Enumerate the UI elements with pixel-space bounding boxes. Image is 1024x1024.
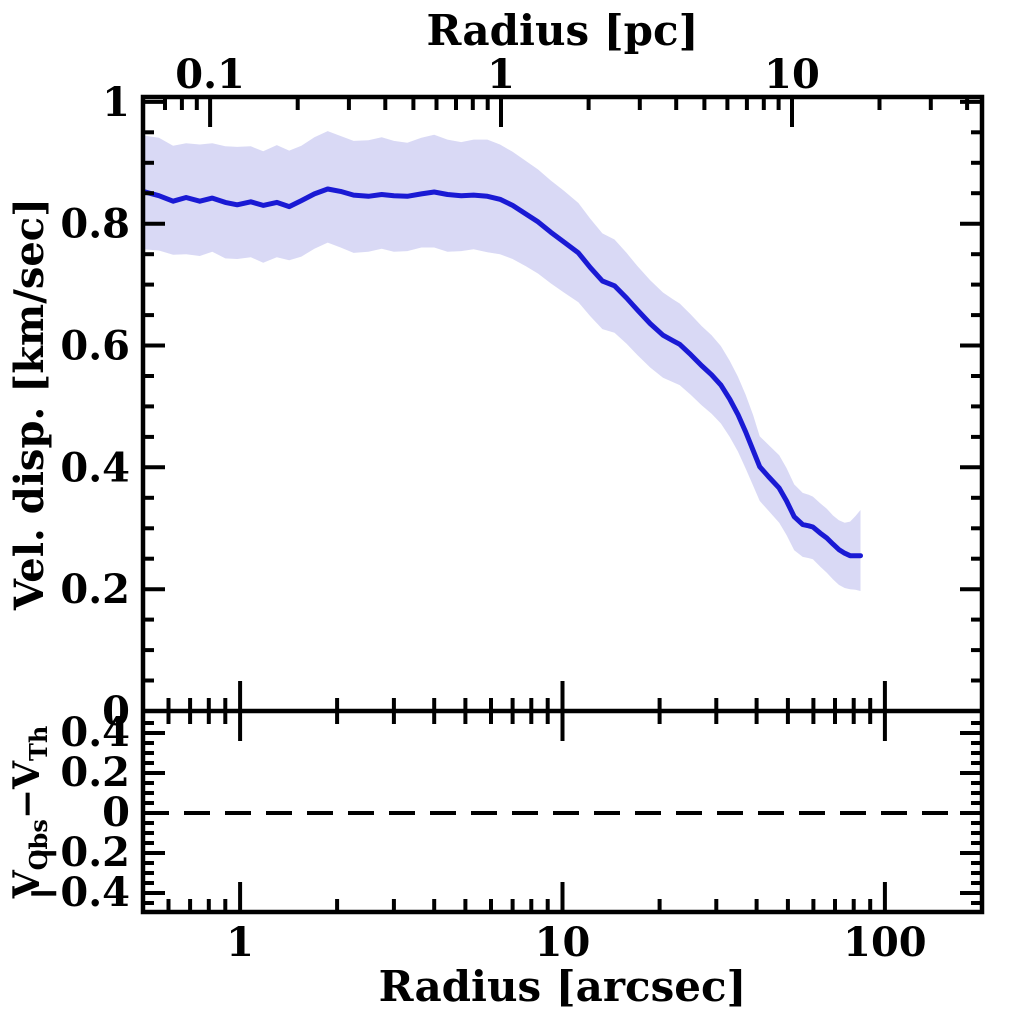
main-y-tick-label: 1 [102, 79, 130, 126]
residual-y-axis-title: VObs−VTh [6, 725, 54, 899]
top-x-tick-label: 10 [764, 51, 820, 98]
main-y-tick-label: 0.4 [60, 444, 130, 491]
main-series-group [143, 131, 863, 591]
main-y-tick-label: 0.8 [60, 201, 130, 248]
top-axis-title: Radius [pc] [426, 6, 699, 55]
residual-y-tick-label: 0.2 [60, 749, 130, 796]
top-x-tick-label: 0.1 [175, 51, 245, 98]
bottom-axis-title: Radius [arcsec] [378, 962, 747, 1011]
main-y-tick-label: 0.6 [60, 323, 130, 370]
main-y-tick-label: 0.2 [60, 566, 130, 613]
main-y-tick-label: 0 [102, 688, 130, 735]
velocity-dispersion-curve [143, 186, 863, 559]
residual-y-tick-label: −0.4 [27, 869, 130, 916]
main-y-axis-title: Vel. disp. [km/sec] [6, 197, 53, 611]
tick-labels: 0.1 1 101 10 10000.20.40.60.810.40.20−0.2−0.… [27, 51, 927, 966]
uncertainty-band [143, 131, 861, 591]
bottom-x-tick-label: 100 [843, 919, 927, 966]
residual-y-tick-label: −0.2 [27, 829, 130, 876]
top-x-tick-label: 1 [487, 51, 515, 98]
residual-y-tick-label: 0 [102, 789, 130, 836]
residual-y-tick-label: 0.4 [60, 709, 130, 756]
bottom-x-tick-label: 1 [226, 919, 254, 966]
axis-ticks [143, 97, 982, 912]
bottom-x-tick-label: 10 [535, 919, 591, 966]
